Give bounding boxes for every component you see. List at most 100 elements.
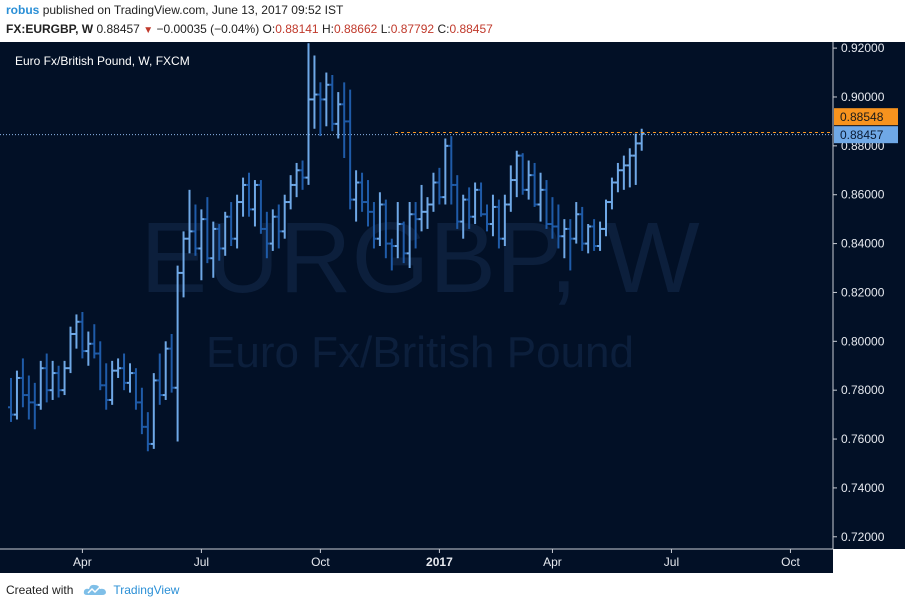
ohlc-bar [55,365,62,398]
ohlc-bar [424,197,431,229]
y-tick-label: 0.72000 [841,530,885,544]
ohlc-bar [61,360,68,396]
x-tick-label: Apr [73,555,92,569]
ohlc-bar [335,92,342,139]
symbol-label: FX:EURGBP, W [6,22,94,36]
ohlc-bar [495,199,502,249]
ohlc-bar [614,162,621,193]
ohlc-bar [489,194,496,237]
ohlc-bar [91,324,98,359]
ohlc-bar [8,377,14,422]
ohlc-bar [269,209,276,251]
ohlc-bar [97,341,104,391]
ohlc-bar [150,373,157,449]
ohlc-bar [549,197,556,239]
ohlc-bar [388,238,395,271]
ohlc-bar [168,333,175,393]
ohlc-bar [454,175,461,229]
ohlc-bar [246,172,252,217]
ohlc-bar [228,202,235,247]
publish-info: robus published on TradingView.com, June… [6,3,343,17]
ohlc-bar [144,412,151,452]
ohlc-bar [376,192,383,247]
x-tick-label: Jul [664,555,679,569]
open-label: O: [262,22,276,36]
author-name[interactable]: robus [6,3,40,17]
ohlc-bar [79,311,86,359]
ohlc-bar [216,224,223,261]
ohlc-bar [531,162,538,207]
ohlc-bar [43,353,50,403]
ohlc-bar [418,184,425,232]
last-value: 0.88457 [96,22,140,36]
chart-title: Euro Fx/British Pound, W, FXCM [15,54,190,68]
ohlc-bar [519,153,526,195]
ohlc-bar [115,358,122,378]
ohlc-bar [251,180,258,227]
ohlc-bar [311,55,318,129]
ohlc-bar [121,353,128,391]
ohlc-bar [573,202,580,244]
ohlc-bar [555,204,562,249]
y-tick-label: 0.92000 [841,42,885,55]
y-tick-label: 0.74000 [841,481,885,495]
y-tick-label: 0.84000 [841,237,885,251]
ohlc-chart[interactable]: EURGBP, W Euro Fx/British Pound 0.920000… [0,42,905,573]
time-axis-background[interactable] [0,549,833,573]
ohlc-bar [626,148,633,188]
ohlc-bar [37,360,44,410]
last-price-badge-bg [834,126,898,144]
ohlc-bar [359,172,366,212]
ohlc-bar [109,360,116,405]
ohlc-bar [543,180,550,229]
y-tick-label: 0.76000 [841,432,885,446]
ohlc-legend: FX:EURGBP, W 0.88457 ▼ −0.00035 (−0.04%)… [6,22,493,36]
ohlc-bar [442,138,449,205]
ohlc-bar [460,194,467,239]
ohlc-bar [103,363,110,410]
ohlc-bar [478,182,485,217]
last-price-badge-text: 0.88457 [840,128,884,142]
y-tick-label: 0.90000 [841,90,885,104]
ohlc-bar [501,194,508,247]
ohlc-bar [85,331,92,366]
down-arrow-icon: ▼ [143,25,154,36]
y-tick-label: 0.82000 [841,285,885,299]
ohlc-bar [234,194,241,249]
ohlc-bar [620,155,627,190]
ohlc-bar [49,360,56,400]
high-price-badge-bg [834,108,898,126]
ohlc-bar [67,326,74,374]
watermark-name: Euro Fx/British Pound [206,328,634,377]
ohlc-bar [186,189,193,254]
footer: Created with TradingView [6,583,179,597]
ohlc-bar [365,180,371,227]
ohlc-bar [412,202,419,249]
ohlc-bar [591,219,598,251]
ohlc-bar [567,219,574,271]
x-tick-label: 2017 [426,555,453,569]
ohlc-bar [305,43,312,185]
tradingview-link[interactable]: TradingView [113,583,180,597]
ohlc-bar [406,202,413,269]
ohlc-bar [632,133,639,185]
ohlc-bar [341,82,348,159]
ohlc-bar [222,211,229,256]
ohlc-bar [162,341,169,400]
x-tick-label: Jul [194,555,209,569]
ohlc-bar [257,180,264,234]
ohlc-bar [466,187,473,229]
ohlc-bar [484,204,490,232]
ohlc-bar [281,194,288,239]
y-tick-label: 0.78000 [841,383,885,397]
ohlc-bar [192,204,199,256]
ohlc-bar [19,358,26,408]
high-value: 0.88662 [333,22,378,36]
ohlc-bar [275,204,282,249]
ohlc-bar [436,167,443,205]
ohlc-bar [507,165,514,212]
ohlc-bar [299,160,306,190]
ohlc-bar [13,370,20,420]
ohlc-bar [127,363,133,393]
ohlc-bar [317,82,324,137]
